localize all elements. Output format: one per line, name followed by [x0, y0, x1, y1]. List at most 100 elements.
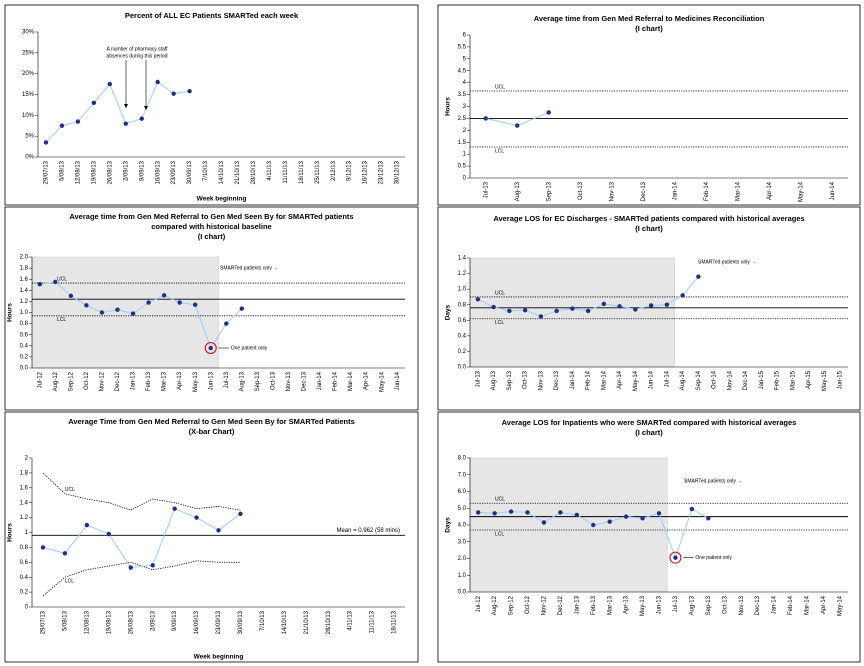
data-point — [155, 79, 160, 85]
x-tick-label: 4/11/13 — [267, 160, 273, 180]
data-point — [706, 516, 711, 521]
y-tick-label: 0.2 — [20, 354, 29, 360]
x-tick-label: Jun-13 — [208, 371, 214, 390]
x-tick-label: Feb-13 — [591, 595, 597, 615]
x-tick-label: Mar-15 — [790, 370, 796, 390]
y-tick-label: 25% — [22, 50, 35, 56]
series-line — [39, 281, 243, 350]
x-tick-label: 5/08/13 — [62, 610, 68, 631]
y-tick-label: 1 — [463, 152, 467, 158]
x-tick-label: Oct-13 — [578, 181, 584, 200]
data-point — [99, 310, 105, 315]
x-tick-label: Jun-14 — [649, 370, 655, 389]
series-line — [42, 508, 241, 569]
y-tick-label: 1.8 — [20, 470, 29, 476]
data-point — [37, 281, 42, 287]
data-point — [59, 123, 65, 128]
data-point — [554, 308, 559, 314]
y-tick-label: 1.4 — [458, 256, 467, 262]
data-point — [43, 140, 49, 145]
data-point — [130, 311, 136, 316]
chart-subtitle: (I chart) — [635, 224, 663, 233]
x-tick-label: 4/11/13 — [348, 610, 354, 630]
chart-subtitle: (X-bar Chart) — [189, 427, 235, 436]
x-tick-label: Feb-14 — [788, 595, 794, 615]
x-tick-label: Oct-14 — [712, 370, 718, 389]
panel — [4, 4, 419, 206]
x-tick-label: 16/09/13 — [194, 610, 200, 634]
x-tick-label: 23/09/13 — [216, 610, 222, 634]
data-point — [84, 303, 89, 308]
y-tick-label: 6.0 — [458, 489, 467, 495]
x-tick-label: May-14 — [798, 181, 804, 202]
data-point — [546, 110, 551, 115]
y-tick-label: 0.0 — [458, 365, 467, 371]
y-axis-label: Hours — [445, 97, 452, 116]
x-tick-label: 12/08/13 — [75, 160, 81, 184]
x-tick-label: 7/10/13 — [260, 610, 266, 631]
x-tick-label: Feb-14 — [704, 181, 710, 201]
data-point — [591, 522, 596, 528]
data-point — [633, 307, 638, 312]
x-tick-label: Feb-14 — [586, 370, 592, 390]
y-tick-label: 0.0 — [458, 590, 467, 596]
ucl-label: UCL — [65, 487, 75, 493]
data-point — [187, 88, 192, 94]
y-axis-label: Hours — [7, 303, 14, 322]
x-tick-label: 16/12/13 — [363, 160, 369, 184]
data-point — [115, 307, 120, 312]
y-tick-label: 0.8 — [20, 545, 29, 551]
data-point — [128, 565, 133, 570]
y-tick-label: 1 — [25, 530, 29, 536]
x-tick-label: Dec-13 — [554, 370, 560, 390]
x-tick-label: Mar-13 — [162, 371, 168, 391]
arrow-head — [144, 106, 148, 110]
chart-title: Average Time from Gen Med Referral to Ge… — [68, 417, 355, 426]
x-tick-label: Oct-12 — [525, 595, 531, 614]
x-tick-label: Jul-12 — [476, 595, 482, 612]
x-tick-label: Aug-12 — [492, 595, 498, 615]
y-axis-label: Hours — [7, 523, 14, 542]
x-tick-label: 9/09/13 — [172, 610, 178, 631]
y-tick-label: 4.0 — [458, 523, 467, 529]
data-point — [648, 303, 654, 308]
chart-title: Average LOS for Inpatients who were SMAR… — [502, 418, 797, 427]
x-tick-label: May-15 — [822, 370, 828, 391]
x-tick-label: 14/10/13 — [219, 160, 225, 184]
x-tick-label: Jun-15 — [838, 370, 844, 389]
y-tick-label: 6 — [463, 33, 467, 39]
x-tick-label: Feb-13 — [146, 371, 152, 391]
y-tick-label: 3.5 — [458, 92, 467, 98]
x-tick-label: 26/08/13 — [107, 160, 113, 184]
x-tick-label: Mar-13 — [607, 595, 613, 615]
y-axis-label: Days — [445, 304, 452, 320]
x-tick-label: Jan-14 — [570, 370, 576, 389]
x-tick-label: Nov-13 — [739, 595, 745, 615]
x-tick-label: Apr-13 — [624, 595, 630, 614]
y-tick-label: 5.5 — [458, 44, 467, 50]
y-tick-label: 0.5 — [458, 164, 467, 170]
data-point — [53, 279, 58, 285]
x-tick-label: 26/08/13 — [128, 610, 134, 634]
chart-title: Average LOS for EC Discharges - SMARTed … — [493, 214, 804, 223]
x-tick-label: 23/12/13 — [379, 160, 385, 184]
data-point — [171, 91, 176, 96]
y-tick-label: 1.0 — [20, 310, 29, 316]
annotation: A number of pharmacy staff — [106, 46, 168, 52]
x-tick-label: Dec-13 — [755, 595, 761, 615]
x-tick-label: 12/08/13 — [84, 610, 90, 634]
data-point — [91, 100, 97, 106]
chart-subtitle: (I chart) — [198, 232, 226, 241]
x-tick-label: Sep-12 — [509, 595, 515, 615]
x-tick-label: May-14 — [633, 370, 639, 391]
annotation: SMARTed patients only → — [684, 478, 742, 484]
chart-title: compared with historical baseline — [151, 222, 271, 231]
x-tick-label: Jun-13 — [657, 595, 663, 614]
data-point — [68, 293, 74, 299]
y-tick-label: 2.5 — [458, 116, 467, 122]
x-axis-label: Week beginning — [194, 654, 244, 661]
data-point — [239, 306, 245, 311]
x-tick-label: Nov-13 — [609, 181, 615, 201]
x-tick-label: Nov-14 — [727, 370, 733, 390]
